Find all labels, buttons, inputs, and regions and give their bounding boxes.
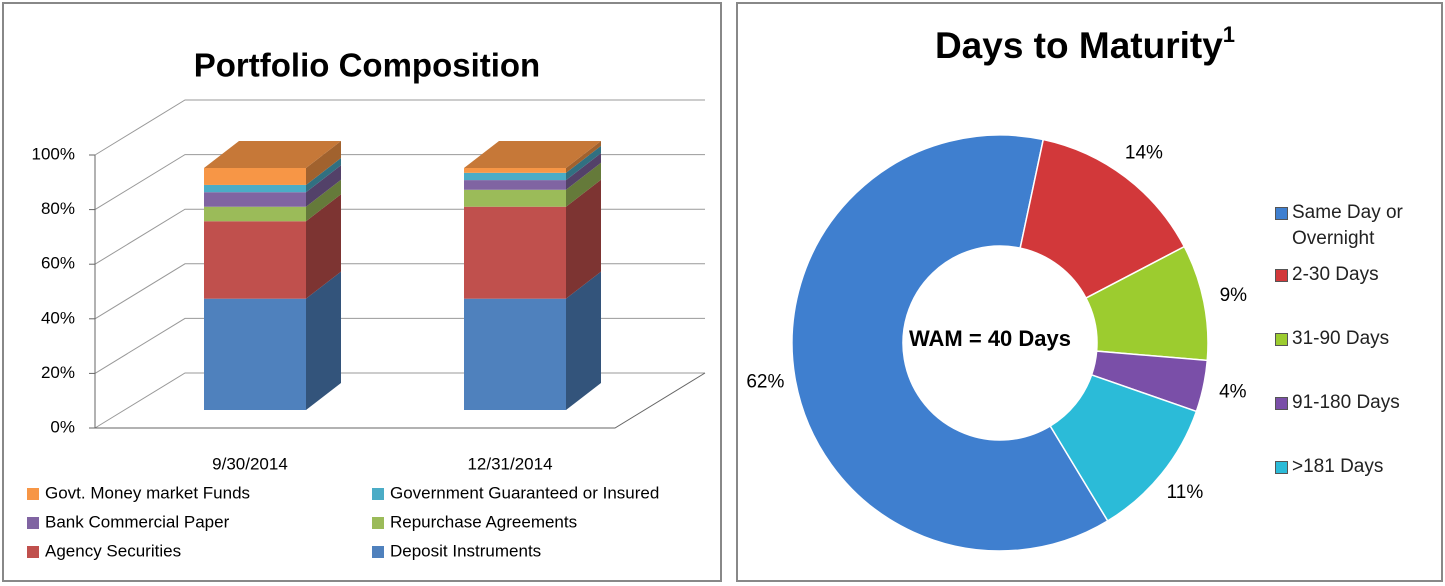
legend-label: Agency Securities [45, 541, 181, 560]
y-tick-label: 20% [41, 363, 75, 382]
legend-label: >181 Days [1292, 456, 1384, 477]
right-panel-border [736, 2, 1443, 582]
bar-side-face [306, 271, 341, 410]
bar-segment [464, 168, 566, 173]
title-superscript: 1 [1223, 22, 1235, 47]
title-text: Days to Maturity [935, 25, 1223, 66]
floor [95, 372, 706, 429]
grid-line [94, 208, 705, 265]
bar-side-face [566, 179, 601, 299]
bar-side-face [306, 141, 341, 185]
legend-label: Government Guaranteed or Insured [390, 483, 659, 502]
legend-label: Deposit Instruments [390, 541, 541, 560]
x-tick-label: 12/31/2014 [467, 454, 552, 473]
legend-item: 2-30 Days [1275, 262, 1417, 288]
value-label: 62% [746, 372, 784, 393]
legend-swatch [372, 546, 384, 558]
legend-swatch [1275, 269, 1288, 282]
bar-segment [204, 221, 306, 299]
bar-segment [464, 172, 566, 181]
legend-swatch [372, 517, 384, 529]
legend-label: 2-30 Days [1292, 264, 1379, 285]
bar-segment [204, 206, 306, 222]
legend-swatch [1275, 397, 1288, 410]
bar-segment [204, 168, 306, 185]
legend-label: Bank Commercial Paper [45, 512, 230, 531]
bar-side-face [566, 141, 601, 173]
x-tick-label: 9/30/2014 [212, 454, 288, 473]
bar-segment [204, 298, 306, 410]
doughnut-slice [1049, 373, 1198, 522]
grid-line [94, 154, 705, 211]
bar-segment [204, 192, 306, 207]
grid-line [94, 99, 705, 156]
legend-swatch [1275, 461, 1288, 474]
left-panel-border [2, 2, 722, 582]
bar-top-face [204, 141, 341, 168]
legend-label: Repurchase Agreements [390, 512, 577, 531]
legend-item: Same Day or Overnight [1275, 200, 1417, 252]
bar-side-face [566, 271, 601, 410]
legend-label: 91-180 Days [1292, 392, 1400, 413]
doughnut-slice [791, 134, 1109, 552]
bar-side-face [566, 145, 601, 181]
bar-segment [464, 189, 566, 207]
value-label: 14% [1125, 142, 1163, 163]
legend-item: >181 Days [1275, 454, 1417, 480]
bar-segment [464, 180, 566, 190]
chart-title: Portfolio Composition [194, 47, 540, 84]
value-label: 4% [1219, 381, 1247, 402]
y-tick-label: 0% [50, 417, 75, 436]
bar-top-face [464, 141, 601, 168]
doughnut-slice [1019, 138, 1186, 300]
legend-swatch [1275, 333, 1288, 346]
legend-swatch [372, 488, 384, 500]
grid-line [94, 372, 705, 429]
bar-side-face [306, 157, 341, 193]
value-label: 11% [1167, 482, 1204, 503]
y-tick-label: 100% [32, 144, 75, 163]
center-label: WAM = 40 Days [909, 326, 1071, 351]
y-tick-label: 40% [41, 308, 75, 327]
bar-side-face [306, 179, 341, 222]
value-label: 9% [1220, 285, 1248, 306]
bar-segment [464, 298, 566, 410]
bar-side-face [566, 162, 601, 207]
legend-label: 31-90 Days [1292, 328, 1390, 349]
chart-title: Days to Maturity1 [935, 22, 1235, 66]
grid-line [94, 263, 705, 320]
bar-side-face [306, 165, 341, 207]
y-tick-label: 80% [41, 199, 75, 218]
legend-swatch [27, 488, 39, 500]
legend-swatch [1275, 207, 1288, 220]
bar-side-face [306, 194, 341, 299]
legend-label: Same Day or Overnight [1292, 202, 1403, 249]
grid-line [94, 317, 705, 374]
legend-label: Govt. Money market Funds [45, 483, 250, 502]
legend-item: 31-90 Days [1275, 326, 1417, 352]
y-tick-label: 60% [41, 254, 75, 273]
legend-swatch [27, 517, 39, 529]
bar-side-face [566, 153, 601, 190]
legend-swatch [27, 546, 39, 558]
bar-segment [204, 184, 306, 193]
legend-item: 91-180 Days [1275, 390, 1417, 416]
bar-segment [464, 206, 566, 299]
